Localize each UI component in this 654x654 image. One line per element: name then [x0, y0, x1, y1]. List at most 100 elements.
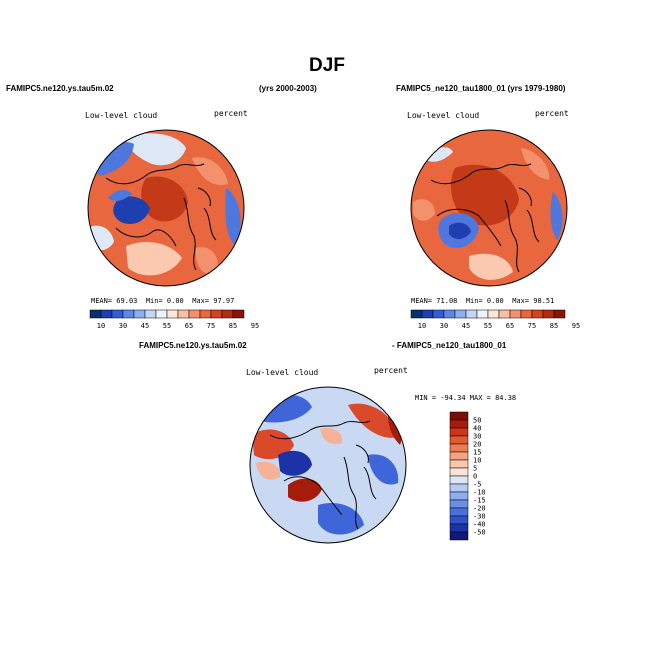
- panel1-colorbar-label-0: 10: [97, 322, 105, 330]
- panel2-colorbar-label-5: 75: [528, 322, 536, 330]
- panel3-region-pale-center: [320, 427, 343, 445]
- panel3-coastline-b: [343, 456, 359, 530]
- panel2-variable-label: Low-level cloud: [407, 111, 480, 120]
- panel1-colorbar-swatch-9: [188, 309, 201, 319]
- panel3-colorbar-label-13: -40: [473, 521, 486, 529]
- panel2-max-value: 98.51: [533, 297, 555, 305]
- panel3-region-pale-west: [256, 461, 281, 480]
- panel2-colorbar-swatch-11: [531, 309, 544, 319]
- panel1-colorbar-label-1: 30: [119, 322, 127, 330]
- panel1-colorbar-swatch-10: [199, 309, 212, 319]
- panel3-colorbar-label-3: 20: [473, 441, 481, 449]
- panel1-min-value: 0.00: [166, 297, 184, 305]
- panel1-colorbar-swatch-3: [122, 309, 135, 319]
- panel3-colorbar-label-6: 5: [473, 465, 477, 473]
- panel3-colorbar-swatch-4: [449, 443, 469, 453]
- panel3-region-deep-core: [278, 450, 312, 476]
- panel3-region-red-east: [348, 403, 398, 438]
- panel2-colorbar: 10 30 45 55 65 75 85 95: [410, 309, 580, 330]
- panel3-coastline-c: [283, 476, 343, 516]
- panel3-colorbar-label-0: 50: [473, 417, 481, 425]
- panel2-polar-map: [410, 129, 568, 287]
- panel1-region-mid-east: [192, 157, 228, 185]
- panel3-colorbar-label-5: 10: [473, 457, 481, 465]
- panel2-region-mid-ne: [521, 148, 550, 180]
- panel1-region-blue-east: [225, 188, 241, 246]
- panel1-variable-label: Low-level cloud: [85, 111, 158, 120]
- panel1-colorbar-swatch-13: [232, 309, 245, 319]
- panel3-colorbar-swatch-2: [449, 427, 469, 437]
- panel1-region-mid-south: [195, 247, 218, 275]
- panel3-colorbar-swatch-15: [449, 531, 469, 541]
- panel3-colorbar-swatch-12: [449, 507, 469, 517]
- panel3-colorbar-swatch-7: [449, 467, 469, 477]
- panel3-colorbar-label-7: 0: [473, 473, 477, 481]
- panel1-polar-map: [87, 129, 245, 287]
- panel3-region-blue-south: [318, 503, 364, 535]
- panel3-colorbar-swatch-11: [449, 499, 469, 509]
- panel1-units-label: percent: [214, 109, 248, 118]
- panel2-max-label: Max=: [512, 297, 530, 305]
- panel1-coastline-c: [115, 227, 177, 247]
- panel2-colorbar-swatch-7: [487, 309, 500, 319]
- panel3-colorbar-swatch-10: [449, 491, 469, 501]
- panel2-coastline-a: [430, 163, 532, 185]
- panel3-variable-label: Low-level cloud: [246, 368, 319, 377]
- panel3-colorbar-label-14: -50: [473, 529, 486, 537]
- panel3-colorbar-swatch-13: [449, 515, 469, 525]
- figure-title: DJF: [309, 55, 345, 76]
- panel2-stats-line: MEAN= 71.08 Min= 0.00 Max= 98.51: [411, 297, 554, 305]
- panel3-region-dark-ne: [388, 415, 402, 445]
- panel2-colorbar-swatch-8: [498, 309, 511, 319]
- panel2-region-pale-nw: [423, 147, 453, 162]
- panel3-case-title-b: - FAMIPC5_ne120_tau1800_01: [392, 341, 507, 350]
- panel3-colorbar-label-4: 15: [473, 449, 481, 457]
- panel3-region-blue-east: [368, 454, 399, 485]
- panel2-colorbar-swatch-1: [421, 309, 434, 319]
- panel3-colorbar-swatch-9: [449, 483, 469, 493]
- panel1-region-dark-center: [141, 176, 188, 222]
- panel2-colorbar-label-7: 95: [572, 322, 580, 330]
- panel2-coastline-d: [518, 187, 540, 243]
- panel3-case-title-a: FAMIPC5.ne120.ys.tau5m.02: [139, 341, 247, 350]
- panel1-map-border: [87, 129, 245, 287]
- panel1-region-light-south: [126, 242, 182, 276]
- panel1-colorbar-swatch-7: [166, 309, 179, 319]
- panel1-colorbar-swatch-8: [177, 309, 190, 319]
- panel1-colorbar-swatch-2: [111, 309, 124, 319]
- panel1-colorbar-label-3: 55: [163, 322, 171, 330]
- panel3-polar-map: [249, 386, 407, 544]
- panel1-min-label: Min=: [145, 297, 163, 305]
- panel3-colorbar-swatch-6: [449, 459, 469, 469]
- panel3-colorbar-label-2: 30: [473, 433, 481, 441]
- panel1-mean-label: MEAN=: [91, 297, 113, 305]
- panel3-range-text: MIN = -94.34 MAX = 84.38: [415, 394, 517, 402]
- panel1-colorbar-swatch-12: [221, 309, 234, 319]
- panel2-colorbar-label-2: 45: [462, 322, 470, 330]
- panel3-colorbar-swatch-3: [449, 435, 469, 445]
- panel2-colorbar-swatch-10: [520, 309, 533, 319]
- panel3-colorbar-label-8: -5: [473, 481, 481, 489]
- panel2-colorbar-label-3: 55: [484, 322, 492, 330]
- panel1-colorbar-label-4: 65: [185, 322, 193, 330]
- panel1-years: (yrs 2000-2003): [259, 84, 317, 93]
- panel3-colorbar-swatch-5: [449, 451, 469, 461]
- panel3-colorbar-label-10: -15: [473, 497, 486, 505]
- panel3-colorbar-label-1: 40: [473, 425, 481, 433]
- panel2-colorbar-label-6: 85: [550, 322, 558, 330]
- panel1-coastline-d: [197, 187, 217, 241]
- panel1-colorbar-swatch-1: [100, 309, 113, 319]
- panel1-region-deep-core: [113, 196, 150, 224]
- panel1-colorbar-swatch-6: [155, 309, 168, 319]
- panel2-colorbar-swatch-0: [410, 309, 423, 319]
- panel1-colorbar-swatch-5: [144, 309, 157, 319]
- panel1-max-label: Max=: [192, 297, 210, 305]
- panel2-coastline-c: [436, 208, 502, 247]
- panel2-region-light-south: [469, 253, 513, 280]
- panel2-coastline-b: [504, 199, 520, 273]
- panel3-colorbar-swatch-14: [449, 523, 469, 533]
- panel1-colorbar-swatch-4: [133, 309, 146, 319]
- panel1-colorbar-label-2: 45: [141, 322, 149, 330]
- panel1-stats-line: MEAN= 69.03 Min= 0.00 Max= 97.97: [91, 297, 234, 305]
